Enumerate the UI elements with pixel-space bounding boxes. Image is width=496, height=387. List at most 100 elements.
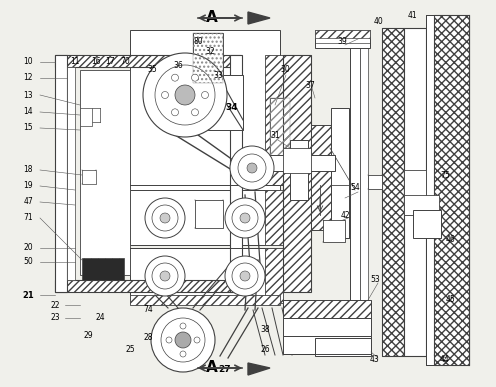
Text: 44: 44 bbox=[440, 356, 450, 365]
Bar bbox=[404, 170, 426, 215]
Circle shape bbox=[175, 332, 191, 348]
Bar bbox=[270, 98, 290, 163]
Bar bbox=[426, 15, 434, 365]
Bar bbox=[426, 15, 434, 365]
Bar bbox=[404, 195, 439, 215]
Circle shape bbox=[232, 205, 258, 231]
Circle shape bbox=[232, 263, 258, 289]
Text: 18: 18 bbox=[23, 166, 33, 175]
Circle shape bbox=[225, 256, 265, 296]
Bar bbox=[265, 248, 283, 303]
Bar bbox=[283, 318, 371, 336]
Bar bbox=[130, 248, 280, 303]
Bar bbox=[360, 30, 368, 350]
Text: 25: 25 bbox=[125, 346, 135, 354]
Text: 53: 53 bbox=[370, 276, 380, 284]
Text: 26: 26 bbox=[260, 346, 270, 354]
Bar bbox=[195, 200, 223, 228]
Text: 75: 75 bbox=[440, 171, 450, 180]
Bar bbox=[350, 30, 360, 350]
Bar bbox=[67, 67, 75, 280]
Bar bbox=[130, 190, 280, 245]
Bar bbox=[80, 108, 92, 126]
Circle shape bbox=[247, 163, 257, 173]
Bar bbox=[382, 28, 404, 356]
Bar bbox=[323, 220, 345, 242]
Text: 31: 31 bbox=[270, 130, 280, 139]
Text: 54: 54 bbox=[350, 183, 360, 192]
Circle shape bbox=[225, 198, 265, 238]
Text: 43: 43 bbox=[370, 356, 380, 365]
Circle shape bbox=[180, 323, 186, 329]
Bar bbox=[290, 140, 308, 200]
Bar bbox=[270, 155, 335, 171]
Circle shape bbox=[160, 213, 170, 223]
Text: 36: 36 bbox=[173, 60, 183, 70]
Circle shape bbox=[151, 308, 215, 372]
Bar bbox=[230, 55, 242, 292]
Bar bbox=[265, 55, 283, 185]
Bar bbox=[331, 108, 349, 238]
Bar bbox=[315, 30, 370, 48]
Circle shape bbox=[166, 337, 172, 343]
Circle shape bbox=[152, 263, 178, 289]
Text: 27: 27 bbox=[219, 365, 231, 375]
Text: 29: 29 bbox=[83, 330, 93, 339]
Circle shape bbox=[155, 65, 215, 125]
Text: 46: 46 bbox=[445, 236, 455, 245]
Circle shape bbox=[172, 74, 179, 81]
Circle shape bbox=[240, 271, 250, 281]
Text: 34: 34 bbox=[226, 103, 238, 113]
Text: 21: 21 bbox=[22, 291, 34, 300]
Bar bbox=[315, 338, 371, 356]
Bar bbox=[283, 300, 371, 318]
Circle shape bbox=[145, 198, 185, 238]
Text: 32: 32 bbox=[205, 48, 215, 57]
Bar bbox=[283, 55, 311, 292]
Bar bbox=[434, 15, 469, 365]
Bar bbox=[283, 148, 311, 173]
Text: 40: 40 bbox=[373, 17, 383, 26]
Circle shape bbox=[175, 85, 195, 105]
Bar bbox=[311, 125, 331, 230]
Text: 28: 28 bbox=[143, 334, 153, 342]
Text: 12: 12 bbox=[23, 74, 33, 82]
Bar bbox=[55, 55, 240, 67]
Bar bbox=[82, 170, 96, 184]
Circle shape bbox=[161, 318, 205, 362]
Circle shape bbox=[172, 109, 179, 116]
Text: 10: 10 bbox=[23, 58, 33, 67]
Text: 23: 23 bbox=[50, 313, 60, 322]
Bar bbox=[130, 295, 280, 305]
Text: 71: 71 bbox=[23, 214, 33, 223]
Text: 22: 22 bbox=[50, 300, 60, 310]
Text: 50: 50 bbox=[23, 257, 33, 267]
Text: 39: 39 bbox=[337, 38, 347, 46]
Text: 14: 14 bbox=[23, 108, 33, 116]
Circle shape bbox=[238, 154, 266, 182]
Bar bbox=[404, 28, 426, 356]
Circle shape bbox=[143, 53, 227, 137]
Circle shape bbox=[152, 205, 178, 231]
Text: 19: 19 bbox=[23, 182, 33, 190]
Text: 42: 42 bbox=[340, 211, 350, 219]
Bar bbox=[270, 98, 290, 163]
Circle shape bbox=[191, 109, 198, 116]
Text: 38: 38 bbox=[260, 325, 270, 334]
Circle shape bbox=[145, 256, 185, 296]
Bar bbox=[80, 70, 130, 275]
Text: 70: 70 bbox=[120, 58, 130, 67]
Bar bbox=[193, 33, 223, 83]
Circle shape bbox=[240, 213, 250, 223]
Bar bbox=[265, 190, 283, 245]
Bar bbox=[413, 210, 441, 238]
Bar bbox=[130, 30, 280, 205]
Text: 74: 74 bbox=[143, 305, 153, 315]
Bar bbox=[55, 55, 67, 292]
Text: 16: 16 bbox=[91, 58, 101, 67]
Text: 33: 33 bbox=[213, 70, 223, 79]
Text: 15: 15 bbox=[23, 123, 33, 132]
Text: A: A bbox=[206, 10, 218, 26]
Text: 20: 20 bbox=[23, 243, 33, 252]
Circle shape bbox=[162, 91, 169, 99]
